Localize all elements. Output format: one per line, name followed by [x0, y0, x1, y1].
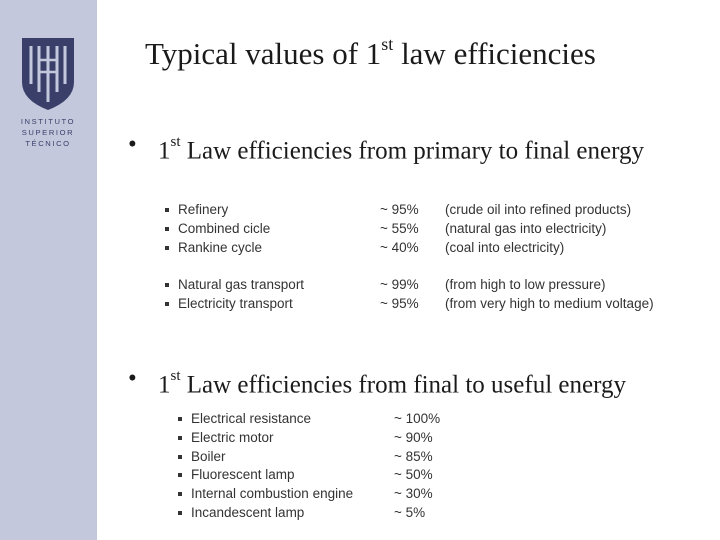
item-value: ~ 90% [394, 429, 433, 445]
item-name: Combined cicle [178, 220, 271, 236]
bullet-text: 1st Law efficiencies from final to usefu… [128, 362, 708, 402]
item-value: ~ 95% [380, 295, 419, 311]
item-value: ~ 85% [394, 448, 433, 464]
square-bullet-icon [178, 473, 182, 478]
square-bullet-icon [165, 226, 169, 231]
square-bullet-icon [165, 283, 169, 288]
square-bullet-icon [178, 510, 182, 515]
sidebar: INSTITUTO SUPERIOR TÉCNICO [0, 0, 97, 540]
ist-logo-icon [22, 38, 74, 110]
bullet-post: Law efficiencies from final to useful en… [180, 371, 626, 399]
item-value: ~ 40% [380, 239, 419, 255]
square-bullet-icon [178, 417, 182, 421]
bullet-final-to-useful: • 1st Law efficiencies from final to use… [128, 362, 708, 402]
item-note: (from high to low pressure) [445, 277, 606, 293]
bullet-post: Law efficiencies from primary to final e… [180, 137, 644, 165]
square-bullet-icon [165, 301, 169, 306]
bullet-sup: st [170, 134, 181, 150]
item-value: ~ 30% [394, 486, 433, 502]
item-name: Electric motor [191, 429, 274, 445]
item-name: Internal combustion engine [191, 486, 354, 502]
item-name: Refinery [178, 202, 229, 217]
bullet-pre: 1 [158, 371, 171, 399]
logo-line: TÉCNICO [25, 139, 71, 148]
logo-line: INSTITUTO [20, 117, 76, 126]
item-value: ~ 5% [394, 504, 426, 520]
item-value: ~ 50% [394, 467, 433, 483]
item-note: (coal into electricity) [445, 239, 565, 255]
bullet-primary-to-final: • 1st Law efficiencies from primary to f… [128, 128, 648, 168]
square-bullet-icon [165, 208, 169, 212]
item-name: Rankine cycle [178, 239, 263, 255]
bullet-text: 1st Law efficiencies from primary to fin… [128, 128, 648, 168]
item-value: ~ 99% [380, 277, 419, 293]
item-name: Boiler [191, 448, 226, 464]
square-bullet-icon [165, 245, 169, 250]
item-name: Natural gas transport [178, 277, 305, 293]
title-post: law efficiencies [393, 36, 596, 71]
item-note: (from very high to medium voltage) [445, 295, 654, 311]
item-note: (crude oil into refined products) [445, 202, 632, 217]
item-name: Electrical resistance [191, 411, 312, 426]
item-name: Incandescent lamp [191, 504, 305, 520]
item-value: ~ 100% [394, 411, 441, 426]
square-bullet-icon [178, 454, 182, 459]
bullet-dot: • [128, 365, 137, 392]
square-bullet-icon [178, 435, 182, 440]
item-value: ~ 55% [380, 220, 419, 236]
logo-wordmark: INSTITUTO SUPERIOR TÉCNICO [10, 116, 86, 149]
bullet-pre: 1 [158, 137, 171, 165]
item-value: ~ 95% [380, 202, 419, 217]
logo-line: SUPERIOR [21, 128, 75, 137]
title-sup: st [381, 33, 394, 54]
title-pre: Typical values of 1 [145, 36, 382, 71]
slide-title: Typical values of 1st law efficiencies [145, 33, 596, 72]
item-name: Fluorescent lamp [191, 467, 295, 483]
item-note: (natural gas into electricity) [445, 220, 607, 236]
square-bullet-icon [178, 492, 182, 497]
item-name: Electricity transport [178, 295, 293, 311]
bullet-sup: st [170, 368, 181, 384]
bullet-dot: • [128, 131, 137, 158]
